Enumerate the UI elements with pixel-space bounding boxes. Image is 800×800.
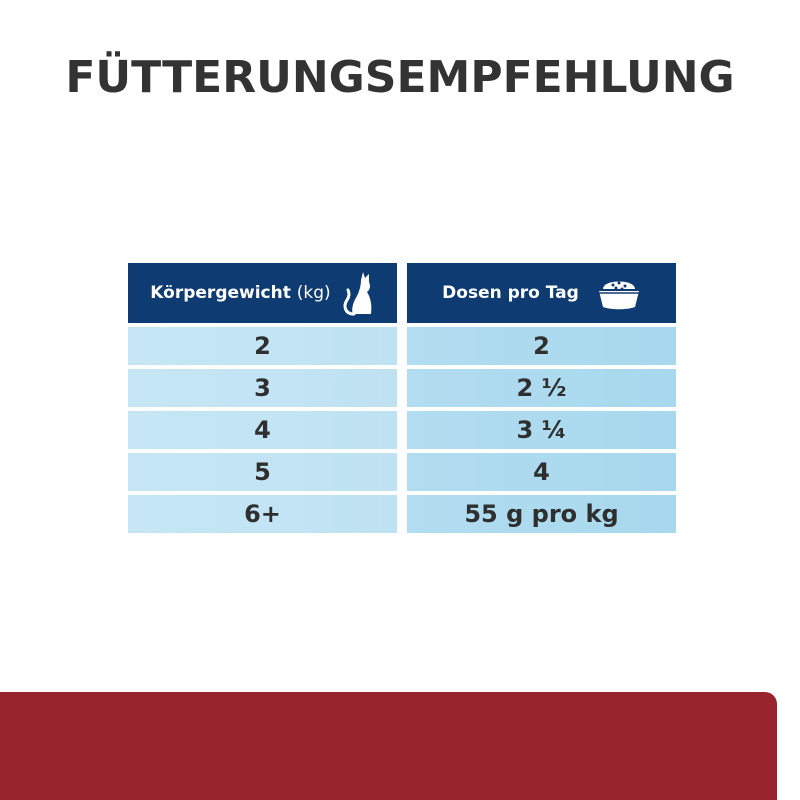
footer-band bbox=[0, 692, 777, 800]
weight-header-label: Körpergewicht bbox=[150, 283, 291, 303]
portion-header: Dosen pro Tag bbox=[407, 263, 676, 323]
portion-cell: 2 bbox=[407, 327, 676, 365]
portion-cell: 55 g pro kg bbox=[407, 495, 676, 533]
weight-cell: 2 bbox=[128, 327, 397, 365]
weight-column: Körpergewicht (kg) 2 3 4 5 6+ bbox=[128, 263, 397, 533]
weight-cell: 4 bbox=[128, 411, 397, 449]
weight-cell: 6+ bbox=[128, 495, 397, 533]
weight-header-unit: (kg) bbox=[296, 283, 331, 303]
portion-header-label: Dosen pro Tag bbox=[442, 283, 579, 303]
weight-header: Körpergewicht (kg) bbox=[128, 263, 397, 323]
portion-cell: 3 ¼ bbox=[407, 411, 676, 449]
food-bowl-icon bbox=[598, 281, 639, 310]
page-title: FÜTTERUNGSEMPFEHLUNG bbox=[65, 52, 735, 103]
cat-icon bbox=[343, 272, 372, 316]
portion-cell: 2 ½ bbox=[407, 369, 676, 407]
portion-column: Dosen pro Tag 2 2 ½ 3 ¼ 4 55 g pro kg bbox=[407, 263, 676, 533]
weight-cell: 5 bbox=[128, 453, 397, 491]
weight-cell: 3 bbox=[128, 369, 397, 407]
portion-cell: 4 bbox=[407, 453, 676, 491]
